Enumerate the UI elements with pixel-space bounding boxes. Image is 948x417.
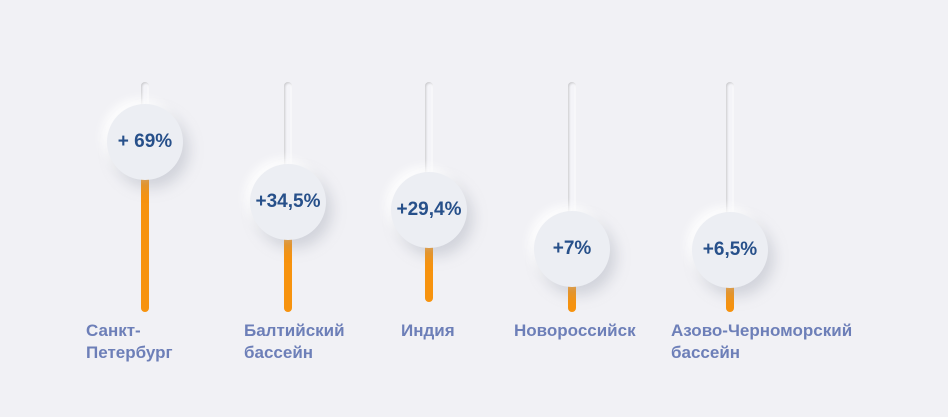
- category-label: Балтийский бассейн: [244, 321, 345, 362]
- value-knob: + 69%: [107, 104, 183, 180]
- value-bar: [141, 142, 149, 312]
- value-knob: +34,5%: [250, 163, 326, 240]
- value-bar: [425, 210, 433, 302]
- data-label: +6,5%: [702, 239, 758, 260]
- data-label: + 69%: [117, 131, 173, 152]
- category-label: Новороссийск: [514, 321, 636, 340]
- data-label: +34,5%: [255, 190, 321, 212]
- category-label: Азово-Черноморский бассейн: [671, 321, 853, 362]
- value-knob: +29,4%: [391, 172, 467, 249]
- category-label: Индия: [401, 321, 455, 340]
- category-label: Санкт- Петербург: [86, 321, 173, 362]
- value-knob: +6,5%: [692, 212, 768, 288]
- data-label: +29,4%: [396, 199, 462, 221]
- slider-track: [726, 82, 734, 312]
- slider-track: [568, 82, 576, 312]
- data-label: +7%: [552, 238, 592, 260]
- value-knob: +7%: [534, 211, 610, 288]
- value-bar: [284, 201, 292, 312]
